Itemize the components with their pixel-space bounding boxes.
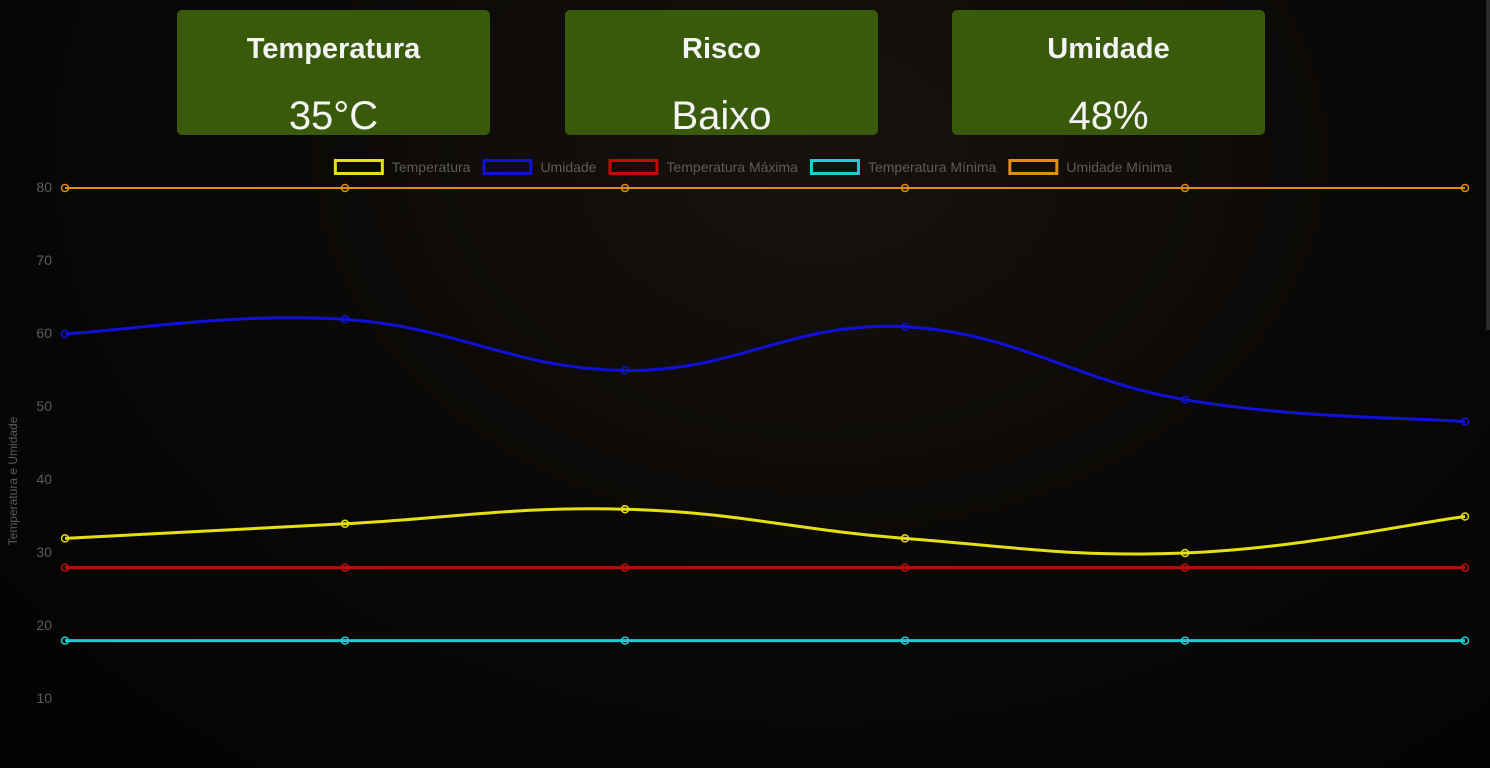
temperature-card-value: 35°C bbox=[288, 94, 379, 138]
data-point bbox=[620, 504, 630, 514]
legend-item[interactable]: Temperatura Máxima bbox=[608, 159, 798, 175]
data-point bbox=[1460, 417, 1470, 426]
chart-series bbox=[60, 183, 1470, 645]
temperature-card: Temperatura 35°C bbox=[177, 10, 490, 138]
data-point bbox=[900, 322, 910, 331]
y-tick-label: 60 bbox=[36, 325, 52, 341]
legend-swatch bbox=[482, 159, 533, 175]
data-point bbox=[60, 563, 70, 572]
scrollbar[interactable] bbox=[1486, 0, 1490, 330]
data-point bbox=[620, 563, 630, 572]
y-axis-label: Temperatura e Umidade bbox=[6, 416, 20, 545]
series-1 bbox=[60, 315, 1470, 426]
data-point bbox=[1180, 563, 1190, 572]
y-tick-label: 20 bbox=[36, 617, 52, 633]
data-point bbox=[1460, 636, 1470, 645]
data-point bbox=[1180, 183, 1190, 193]
data-point bbox=[1180, 636, 1190, 645]
y-tick-label: 50 bbox=[36, 398, 52, 414]
data-point bbox=[60, 329, 70, 339]
data-point bbox=[900, 563, 910, 572]
data-point bbox=[340, 183, 350, 193]
y-tick-label: 30 bbox=[36, 544, 52, 560]
legend-swatch bbox=[608, 159, 659, 175]
humidity-card: Umidade 48% bbox=[952, 10, 1265, 138]
series-line bbox=[64, 316, 1466, 424]
legend-item[interactable]: Temperatura bbox=[333, 159, 471, 175]
series-3 bbox=[60, 636, 1470, 645]
temperature-card-title: Temperatura bbox=[246, 33, 421, 65]
data-point bbox=[340, 636, 350, 645]
data-point bbox=[340, 315, 350, 324]
risk-card: Risco Baixo bbox=[565, 10, 878, 138]
data-point bbox=[1460, 512, 1470, 521]
data-point bbox=[620, 636, 630, 645]
legend-label: Temperatura Máxima bbox=[666, 159, 798, 175]
data-point bbox=[60, 636, 70, 645]
data-point bbox=[1460, 183, 1470, 193]
data-point bbox=[60, 183, 70, 193]
y-tick-label: 70 bbox=[36, 252, 52, 268]
risk-card-value: Baixo bbox=[671, 94, 772, 138]
legend-label: Umidade bbox=[540, 159, 596, 175]
series-4 bbox=[60, 183, 1470, 193]
data-point bbox=[340, 563, 350, 572]
legend-swatch bbox=[333, 159, 384, 175]
y-tick-label: 80 bbox=[36, 179, 52, 195]
legend-label: Temperatura bbox=[392, 159, 471, 175]
y-axis: 80 70 60 50 40 30 20 10 bbox=[36, 179, 52, 706]
legend-label: Temperatura Mínima bbox=[868, 159, 997, 175]
series-2 bbox=[60, 563, 1470, 572]
data-point bbox=[340, 519, 350, 529]
data-point bbox=[620, 366, 630, 375]
risk-card-title: Risco bbox=[682, 33, 761, 65]
series-line bbox=[64, 507, 1466, 556]
legend-item[interactable]: Umidade Mínima bbox=[1008, 159, 1173, 175]
y-tick-label: 40 bbox=[36, 471, 52, 487]
series-0 bbox=[60, 504, 1470, 558]
humidity-card-value: 48% bbox=[1068, 94, 1149, 138]
legend-swatch bbox=[1008, 159, 1059, 175]
chart-legend: Temperatura Umidade Temperatura Máxima Temp… bbox=[333, 159, 1173, 175]
legend-item[interactable]: Umidade bbox=[482, 159, 597, 175]
legend-swatch bbox=[809, 159, 860, 175]
legend-label: Umidade Mínima bbox=[1066, 159, 1172, 175]
data-point bbox=[60, 534, 70, 543]
data-point bbox=[900, 183, 910, 193]
data-point bbox=[900, 534, 910, 543]
humidity-card-title: Umidade bbox=[1047, 33, 1170, 65]
line-chart: Temperatura Umidade Temperatura Máxima Temp… bbox=[6, 159, 1470, 706]
data-point bbox=[1460, 563, 1470, 572]
data-point bbox=[1180, 548, 1190, 558]
data-point bbox=[620, 183, 630, 193]
legend-item[interactable]: Temperatura Mínima bbox=[809, 159, 997, 175]
y-tick-label: 10 bbox=[36, 690, 52, 706]
data-point bbox=[1180, 395, 1190, 404]
data-point bbox=[900, 636, 910, 645]
